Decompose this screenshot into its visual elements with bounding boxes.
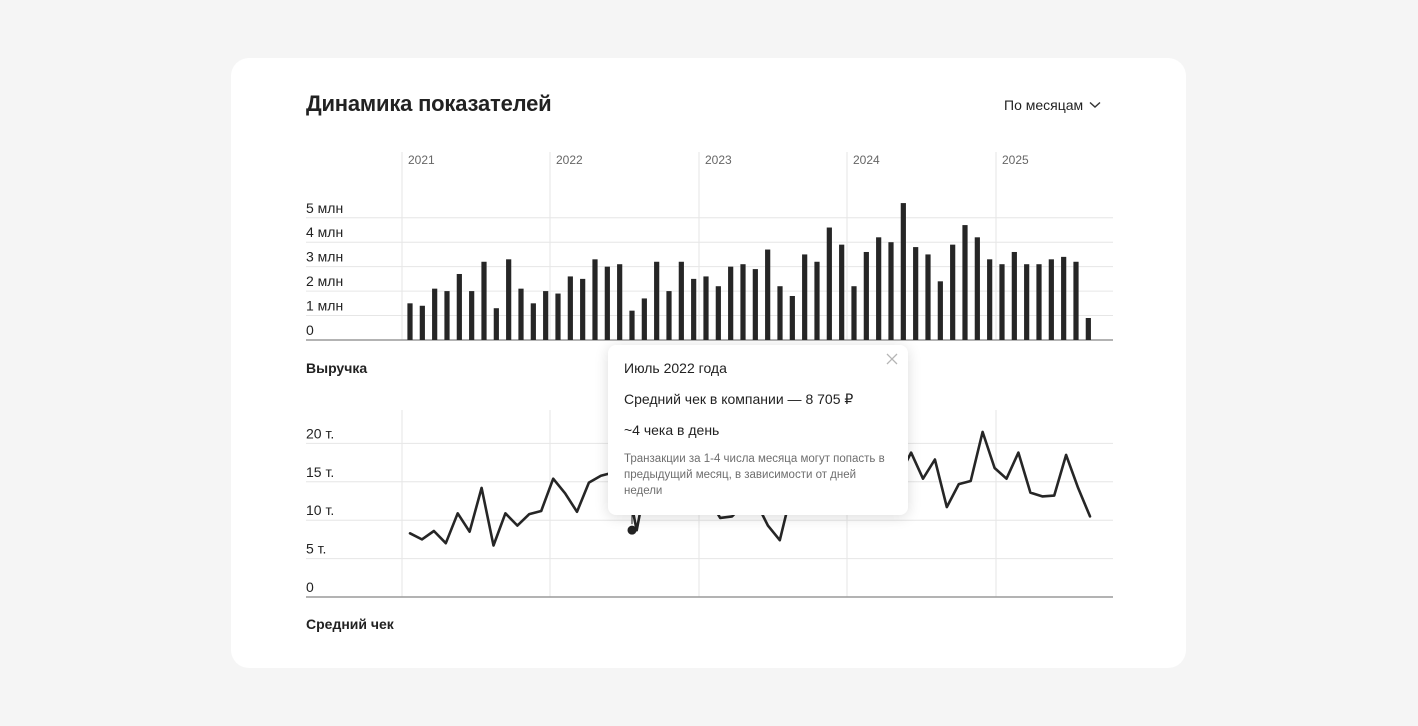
revenue-bar[interactable]: [419, 305, 425, 340]
period-dropdown[interactable]: По месяцам: [1004, 97, 1101, 113]
y-tick-label: 5 млн: [306, 200, 343, 216]
revenue-bar[interactable]: [703, 276, 709, 340]
revenue-bar[interactable]: [1061, 256, 1067, 340]
y-tick-label: 10 т.: [306, 502, 334, 518]
revenue-bar[interactable]: [1073, 261, 1079, 340]
year-label: 2023: [705, 153, 732, 167]
revenue-bar[interactable]: [1085, 317, 1091, 340]
tooltip-avg-check: Средний чек в компании — 8 705 ₽: [624, 391, 854, 407]
year-label: 2024: [853, 153, 880, 167]
y-tick-label: 4 млн: [306, 224, 343, 240]
revenue-bar[interactable]: [493, 308, 499, 340]
tooltip-note: Транзакции за 1-4 числа месяца могут поп…: [624, 453, 885, 497]
revenue-bar[interactable]: [900, 203, 906, 340]
revenue-bar[interactable]: [937, 281, 943, 340]
y-tick-label: 0: [306, 322, 314, 338]
revenue-bar[interactable]: [555, 293, 561, 340]
revenue-bar[interactable]: [777, 286, 783, 340]
revenue-bar[interactable]: [580, 278, 586, 340]
revenue-bar[interactable]: [925, 254, 931, 340]
page-title: Динамика показателей: [306, 91, 552, 116]
avg-check-chart-label: Средний чек: [306, 616, 394, 632]
y-tick-label: 2 млн: [306, 273, 343, 289]
revenue-bar[interactable]: [444, 291, 450, 340]
revenue-bar[interactable]: [962, 225, 968, 340]
close-icon[interactable]: [884, 351, 900, 367]
y-tick-label: 3 млн: [306, 249, 343, 265]
revenue-bar[interactable]: [506, 259, 512, 340]
y-tick-label: 0: [306, 579, 314, 595]
revenue-bar[interactable]: [543, 291, 549, 340]
revenue-bar[interactable]: [876, 237, 882, 340]
revenue-bar[interactable]: [987, 259, 993, 340]
year-label: 2025: [1002, 153, 1029, 167]
revenue-bar[interactable]: [950, 244, 956, 340]
revenue-bar[interactable]: [740, 264, 746, 340]
revenue-bar[interactable]: [1024, 264, 1030, 340]
y-tick-label: 20 т.: [306, 425, 334, 441]
revenue-bar[interactable]: [456, 273, 462, 340]
revenue-bar[interactable]: [715, 286, 721, 340]
revenue-bar[interactable]: [1048, 259, 1054, 340]
revenue-bar[interactable]: [851, 286, 857, 340]
revenue-bar[interactable]: [518, 288, 524, 340]
revenue-chart-label: Выручка: [306, 360, 368, 376]
revenue-bar[interactable]: [604, 266, 610, 340]
revenue-bar[interactable]: [469, 291, 475, 340]
revenue-bar[interactable]: [654, 261, 660, 340]
revenue-bar[interactable]: [530, 303, 536, 340]
y-tick-label: 5 т.: [306, 541, 326, 557]
revenue-bar[interactable]: [888, 242, 894, 340]
revenue-bar[interactable]: [481, 261, 487, 340]
revenue-bar[interactable]: [592, 259, 598, 340]
revenue-bar[interactable]: [802, 254, 808, 340]
y-tick-label: 1 млн: [306, 298, 343, 314]
revenue-bar[interactable]: [1011, 251, 1017, 340]
revenue-bar[interactable]: [629, 310, 635, 340]
revenue-bar[interactable]: [863, 251, 869, 340]
revenue-bar[interactable]: [432, 288, 438, 340]
year-label: 2021: [408, 153, 435, 167]
revenue-bar[interactable]: [752, 269, 758, 340]
tooltip-title: Июль 2022 года: [624, 360, 727, 376]
period-dropdown-label: По месяцам: [1004, 97, 1084, 113]
chevron-down-icon: [1089, 101, 1101, 108]
revenue-bar[interactable]: [974, 237, 980, 340]
revenue-bar[interactable]: [826, 227, 832, 340]
revenue-bar[interactable]: [567, 276, 573, 340]
revenue-bar[interactable]: [765, 249, 771, 340]
revenue-bar[interactable]: [666, 291, 672, 340]
revenue-bar[interactable]: [999, 264, 1005, 340]
y-tick-label: 15 т.: [306, 464, 334, 480]
revenue-bar[interactable]: [814, 261, 820, 340]
revenue-bar[interactable]: [1036, 264, 1042, 340]
revenue-bar[interactable]: [678, 261, 684, 340]
data-tooltip: Июль 2022 года Средний чек в компании — …: [608, 345, 908, 515]
revenue-bar[interactable]: [789, 295, 795, 340]
revenue-bar[interactable]: [839, 244, 845, 340]
revenue-bar[interactable]: [913, 247, 919, 340]
tooltip-frequency: ~4 чека в день: [624, 422, 720, 438]
revenue-bar[interactable]: [617, 264, 623, 340]
year-label: 2022: [556, 153, 583, 167]
revenue-bar[interactable]: [407, 303, 413, 340]
revenue-bar[interactable]: [691, 278, 697, 340]
revenue-bar[interactable]: [641, 298, 647, 340]
highlight-point[interactable]: [627, 525, 637, 535]
revenue-bar[interactable]: [728, 266, 734, 340]
